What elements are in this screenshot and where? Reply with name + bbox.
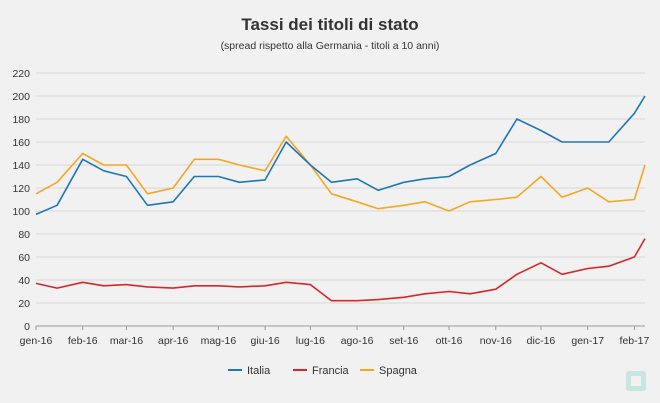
y-tick-label: 100 — [12, 206, 30, 218]
x-tick-label: feb-17 — [620, 335, 650, 347]
y-tick-label: 0 — [24, 321, 30, 333]
x-tick-label: feb-16 — [68, 335, 98, 347]
y-tick-label: 140 — [12, 160, 30, 172]
y-tick-label: 160 — [12, 137, 30, 149]
y-tick-label: 220 — [12, 68, 30, 80]
x-axis: gen-16 feb-16 mar-16 apr-16 mag-16 giu-16 lug-… — [20, 326, 650, 347]
y-tick-label: 60 — [18, 252, 30, 264]
legend: Italia Francia Spagna — [228, 365, 418, 377]
x-tick-label: gen-17 — [571, 335, 604, 347]
y-tick-label: 80 — [18, 229, 30, 241]
x-tick-label: nov-16 — [480, 335, 512, 347]
x-tick-label: ago-16 — [341, 335, 374, 347]
x-tick-label: gen-16 — [20, 335, 53, 347]
y-tick-label: 120 — [12, 183, 30, 195]
series-line-italia — [35, 95, 646, 216]
y-tick-label: 20 — [18, 298, 30, 310]
y-tick-label: 180 — [12, 114, 30, 126]
chart-subtitle: (spread rispetto alla Germania - titoli … — [221, 40, 440, 52]
legend-label: Italia — [247, 365, 271, 377]
x-tick-label: giu-16 — [251, 335, 280, 347]
series-line-spagna — [35, 135, 646, 212]
chart-title: Tassi dei titoli di stato — [241, 15, 418, 34]
x-tick-label: set-16 — [389, 335, 418, 347]
x-tick-label: mag-16 — [201, 335, 237, 347]
x-tick-label: mar-16 — [110, 335, 143, 347]
y-tick-label: 40 — [18, 275, 30, 287]
y-tick-label: 200 — [12, 91, 30, 103]
series-lines — [35, 95, 646, 302]
series-line-francia — [35, 238, 646, 302]
x-tick-label: lug-16 — [296, 335, 325, 347]
x-tick-label: dic-16 — [527, 335, 556, 347]
brand-square-icon — [626, 371, 646, 391]
gridlines — [36, 72, 645, 327]
x-tick-label: apr-16 — [158, 335, 189, 347]
legend-label: Francia — [312, 365, 350, 377]
x-tick-label: ott-16 — [436, 335, 463, 347]
legend-label: Spagna — [379, 365, 418, 377]
y-axis: 0 20 40 60 80 100 120 140 160 180 200 220 — [12, 68, 30, 333]
